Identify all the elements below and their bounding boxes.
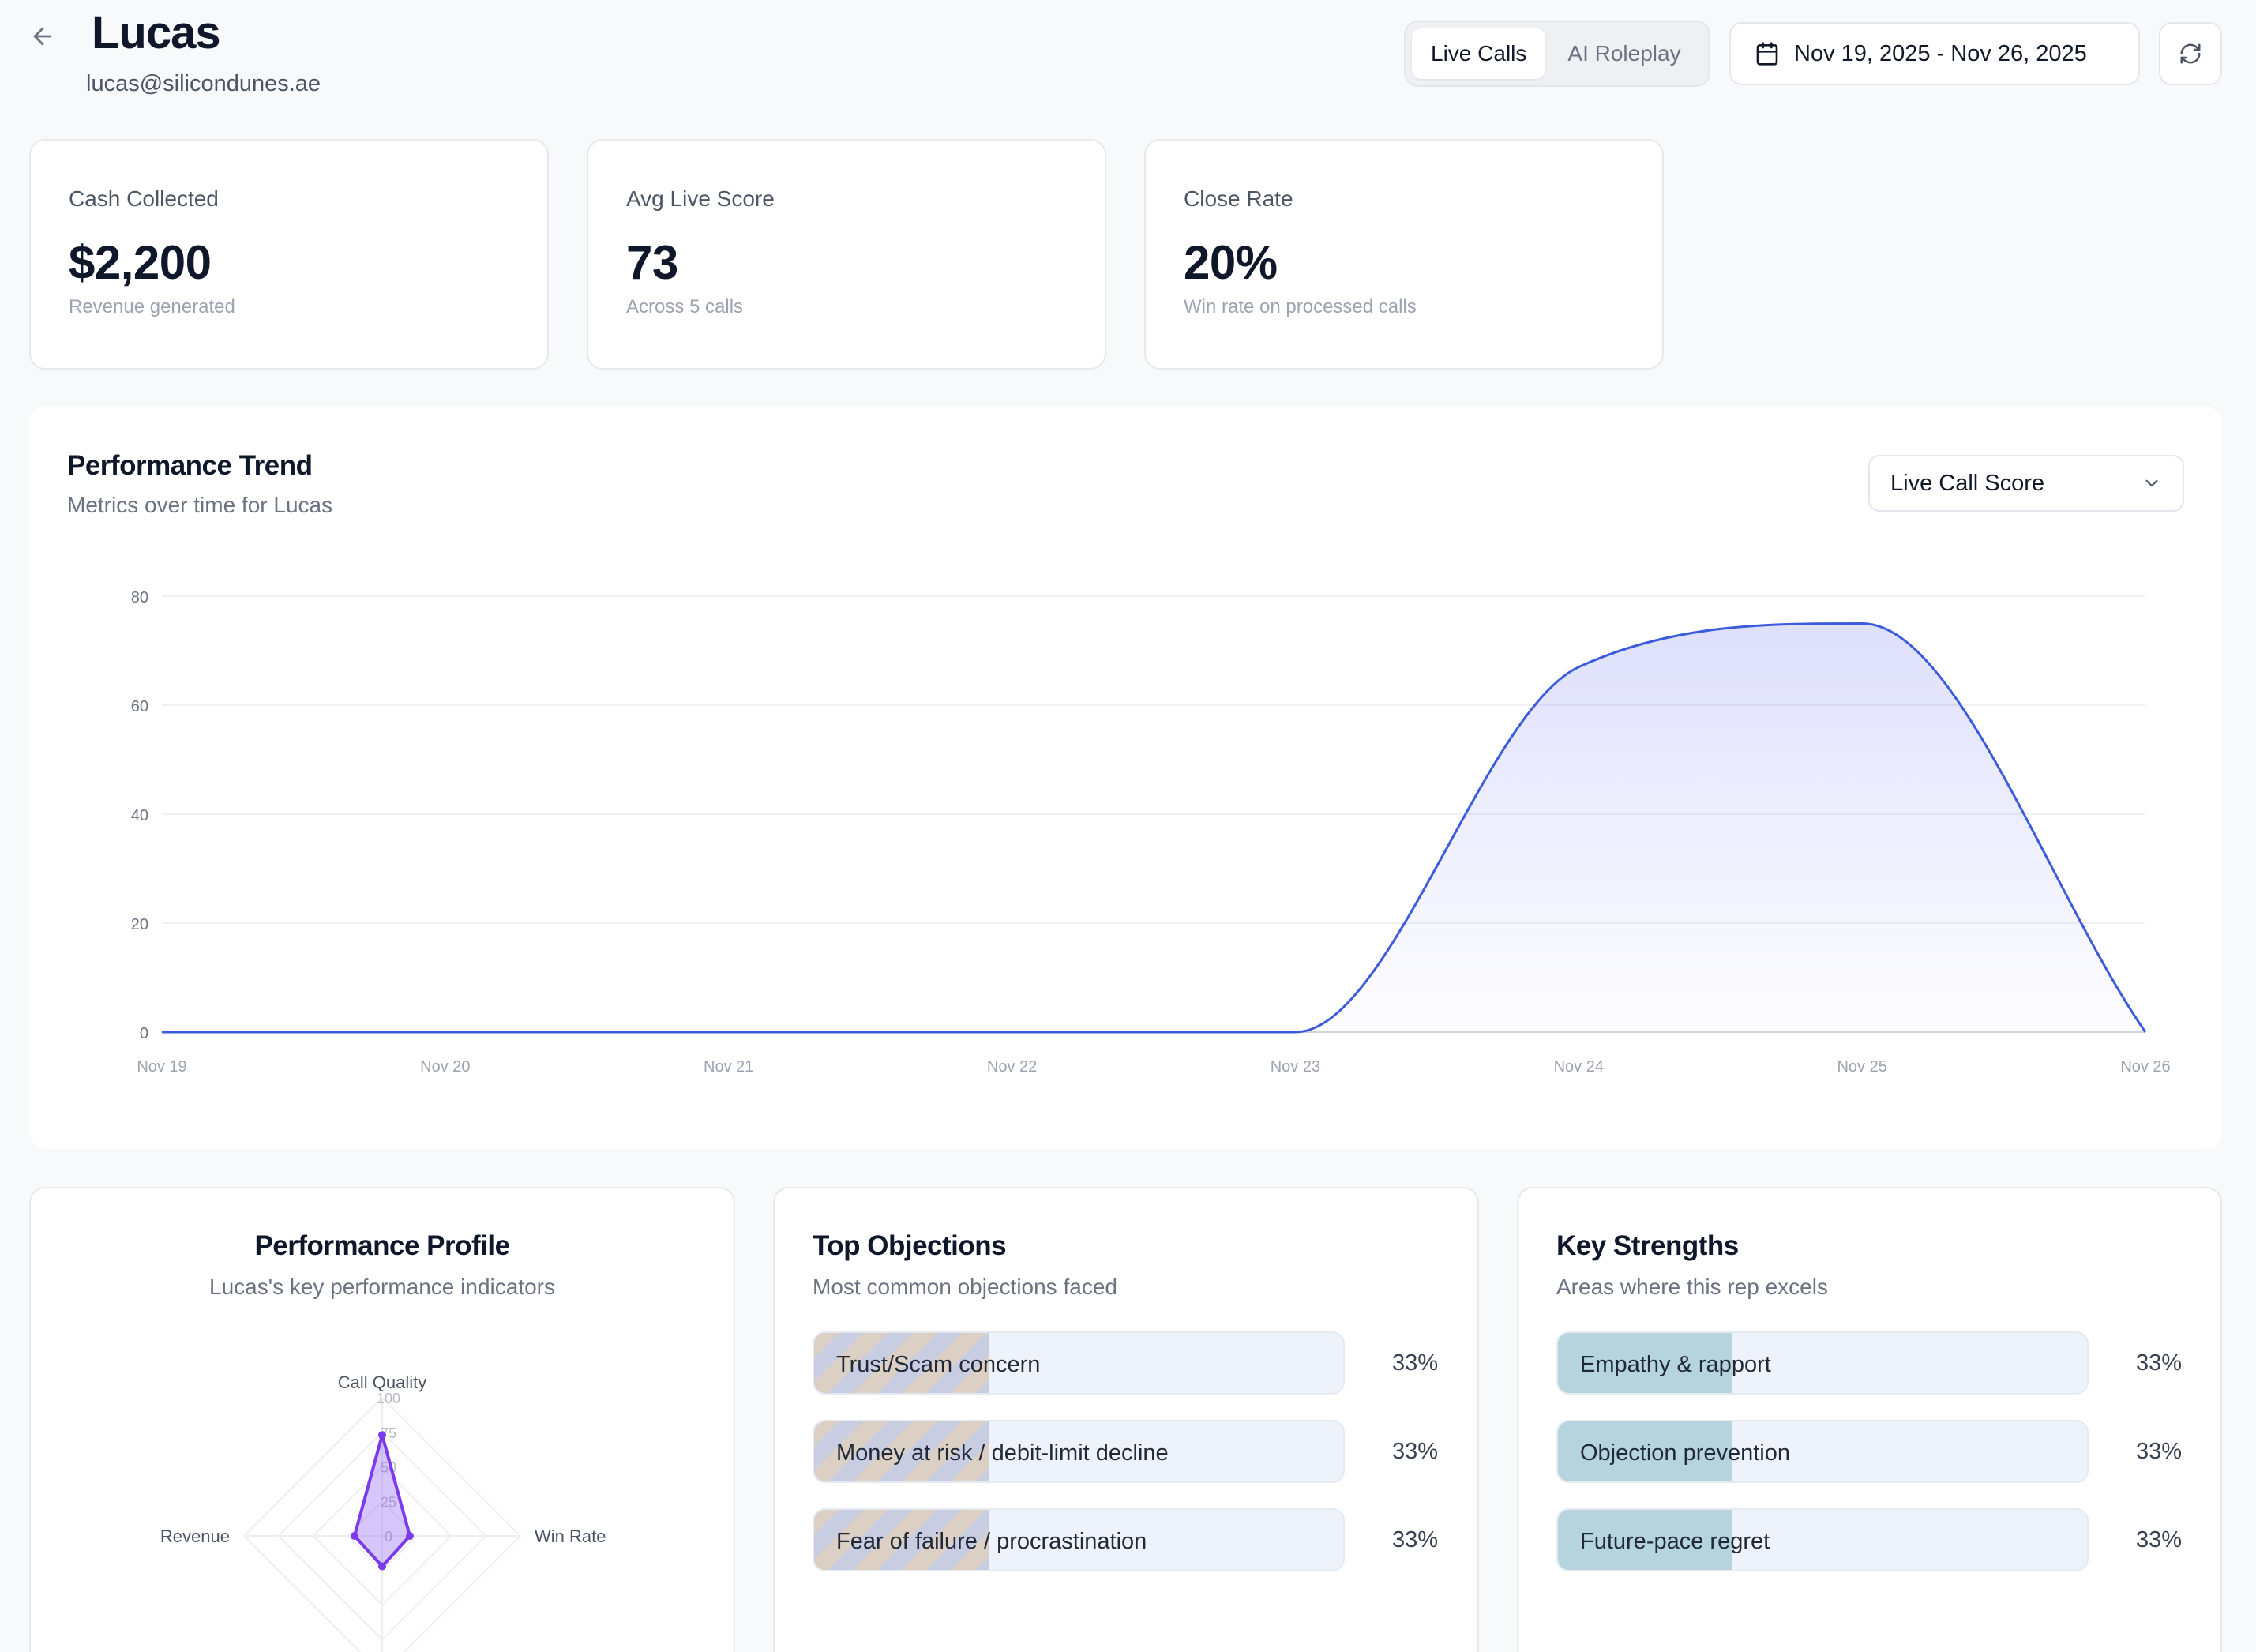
strength-bar-track: Future-pace regret [1556,1508,2089,1571]
radar-grid-ring [242,1396,522,1652]
page-title: Lucas [92,7,221,58]
strength-percent: 33% [2136,1438,2183,1464]
y-tick-label: 80 [131,589,148,606]
y-tick-label: 40 [131,807,148,824]
y-tick-label: 60 [131,698,148,715]
strength-list: Empathy & rapport 33% Objection prevention… [1556,1331,2188,1584]
objection-row: Fear of failure / procrastination 33% [813,1508,1444,1571]
kpi-card-cash-collected: Cash Collected $2,200 Revenue generated [29,139,549,370]
radar-tick-label: 100 [377,1391,400,1406]
objection-row: Money at risk / debit-limit decline 33% [813,1420,1444,1483]
strength-bar-fill [1558,1421,1733,1481]
kpi-value: 73 [626,236,678,289]
y-tick-label: 0 [140,1025,148,1042]
radar-axis-label: Win Rate [535,1526,606,1546]
strength-bar-track: Objection prevention [1556,1420,2089,1483]
key-strengths-card [1517,1187,2222,1652]
radar-point [378,1562,386,1571]
objection-percent: 33% [1392,1350,1439,1376]
trend-title: Performance Trend [67,450,313,481]
objection-label: Fear of failure / procrastination [836,1528,1147,1554]
kpi-label: Cash Collected [69,186,219,211]
kpi-label: Avg Live Score [626,186,775,211]
objection-bar-fill [814,1333,989,1393]
x-tick-label: Nov 19 [137,1058,186,1076]
strength-bar-track: Empathy & rapport [1556,1331,2089,1395]
kpi-subtext: Revenue generated [69,296,235,317]
x-tick-label: Nov 21 [704,1058,753,1076]
kpi-subtext: Across 5 calls [626,296,744,317]
objection-label: Trust/Scam concern [836,1351,1041,1377]
arrow-left-icon [33,27,52,46]
objections-subtitle: Most common objections faced [813,1275,1117,1299]
objection-bar-track: Fear of failure / procrastination [813,1508,1345,1571]
objection-bar-fill [814,1510,989,1570]
objection-list: Trust/Scam concern 33% Money at risk / deb… [813,1331,1444,1584]
tab-live-calls[interactable]: Live Calls [1412,28,1546,79]
radar-axis-label: Revenue [160,1526,230,1546]
chevron-down-icon [2145,479,2158,487]
kpi-subtext: Win rate on processed calls [1184,296,1417,317]
refresh-icon [2180,43,2201,64]
kpi-value: $2,200 [69,236,212,289]
refresh-button[interactable] [2159,22,2222,85]
date-range-label: Nov 19, 2025 - Nov 26, 2025 [1794,40,2087,66]
objections-title: Top Objections [813,1230,1007,1261]
top-objections-card [773,1187,1479,1652]
kpi-label: Close Rate [1184,186,1293,211]
strength-percent: 33% [2136,1526,2183,1553]
x-tick-label: Nov 26 [2120,1058,2170,1076]
strengths-subtitle: Areas where this rep excels [1556,1275,1828,1299]
strength-row: Empathy & rapport 33% [1556,1331,2188,1395]
strengths-title: Key Strengths [1556,1230,1739,1261]
objection-row: Trust/Scam concern 33% [813,1331,1444,1395]
objection-percent: 33% [1392,1526,1439,1553]
date-range-picker[interactable]: Nov 19, 2025 - Nov 26, 2025 [1729,22,2140,85]
objection-percent: 33% [1392,1438,1439,1464]
x-tick-label: Nov 20 [420,1058,470,1076]
objection-bar-fill [814,1421,989,1481]
trend-area [162,623,2145,1032]
x-tick-label: Nov 24 [1554,1058,1604,1076]
strength-label: Empathy & rapport [1580,1351,1771,1377]
calendar-icon [1756,42,1778,66]
trend-subtitle: Metrics over time for Lucas [67,493,333,517]
y-tick-label: 20 [131,916,148,933]
radar-polygon [353,1433,411,1568]
radar-axis-label: Call Quality [338,1372,426,1392]
profile-title: Performance Profile [254,1230,510,1261]
x-tick-label: Nov 25 [1837,1058,1886,1076]
kpi-card-close-rate: Close Rate 20% Win rate on processed cal… [1144,139,1664,370]
radar-point [406,1532,414,1540]
strength-bar-fill [1558,1333,1733,1393]
call-type-toggle: Live Calls AI Roleplay [1404,21,1710,87]
objection-bar-track: Money at risk / debit-limit decline [813,1420,1345,1483]
radar-point [351,1532,358,1540]
strength-label: Objection prevention [1580,1440,1790,1466]
strength-row: Future-pace regret 33% [1556,1508,2188,1571]
radar-tick-label: 0 [385,1529,392,1545]
x-tick-label: Nov 23 [1271,1058,1320,1076]
kpi-value: 20% [1184,236,1278,289]
back-button[interactable] [24,17,62,55]
metric-select[interactable]: Live Call Score [1868,455,2184,512]
objection-label: Money at risk / debit-limit decline [836,1440,1169,1466]
objection-bar-track: Trust/Scam concern [813,1331,1345,1395]
tab-ai-roleplay[interactable]: AI Roleplay [1567,41,1681,66]
user-email: lucas@silicondunes.ae [86,71,321,96]
trend-chart: 0 20 40 60 80 Nov 19 Nov 20 Nov 21 Nov 22 Nov 23… [131,589,2171,1076]
strength-percent: 33% [2136,1350,2183,1376]
kpi-card-avg-live-score: Avg Live Score 73 Across 5 calls [587,139,1106,370]
x-tick-label: Nov 22 [987,1058,1037,1076]
radar-tick-label: 25 [381,1494,396,1510]
metric-select-value: Live Call Score [1890,470,2045,496]
profile-subtitle: Lucas's key performance indicators [209,1275,555,1299]
strength-row: Objection prevention 33% [1556,1420,2188,1483]
strength-bar-fill [1558,1510,1733,1570]
trend-line [162,621,2147,1034]
radar-point [378,1431,386,1440]
strength-label: Future-pace regret [1580,1528,1770,1554]
